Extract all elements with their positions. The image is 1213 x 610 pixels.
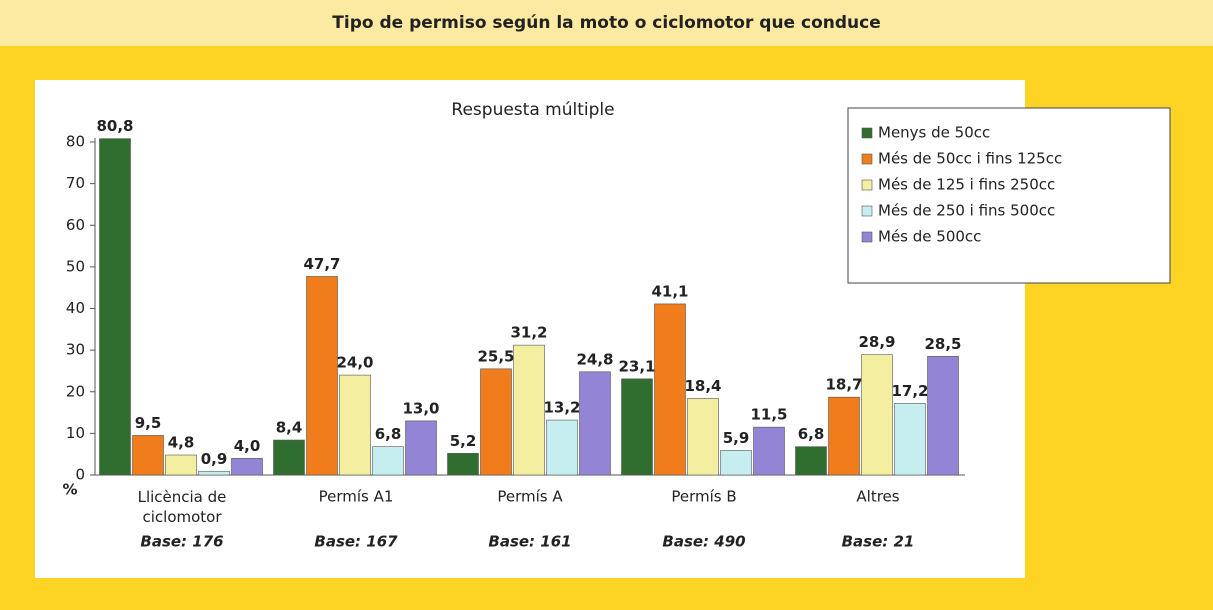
x-tick-label: Llicència de ciclomotor bbox=[138, 488, 227, 526]
y-tick-label: 80 bbox=[66, 133, 85, 151]
y-tick-label: 70 bbox=[66, 174, 85, 192]
bar bbox=[480, 368, 512, 476]
base-label: Base: 167 bbox=[314, 533, 398, 551]
data-label: 31,2 bbox=[510, 324, 547, 342]
bar bbox=[273, 439, 305, 476]
x-tick-label: Altres bbox=[856, 488, 899, 506]
bar bbox=[513, 344, 545, 476]
y-tick-label: 20 bbox=[66, 382, 85, 400]
chart-subtitle: Respuesta múltiple bbox=[451, 100, 614, 120]
y-tick-label: 0 bbox=[75, 466, 85, 484]
x-tick-label: Permís B bbox=[671, 488, 736, 506]
bar bbox=[894, 403, 926, 476]
data-label: 18,4 bbox=[684, 377, 721, 395]
data-label: 11,5 bbox=[750, 406, 787, 424]
data-label: 13,2 bbox=[543, 399, 580, 417]
base-label: Base: 161 bbox=[488, 533, 571, 551]
x-tick-label: Permís A1 bbox=[319, 488, 394, 506]
bar bbox=[795, 446, 827, 476]
data-label: 41,1 bbox=[651, 282, 688, 300]
base-label: Base: 21 bbox=[842, 533, 915, 551]
data-label: 4,0 bbox=[234, 437, 261, 455]
x-tick-label: Permís A bbox=[497, 488, 563, 506]
y-tick-label: 10 bbox=[66, 424, 85, 442]
data-label: 9,5 bbox=[135, 414, 162, 432]
legend-box bbox=[847, 107, 1171, 284]
data-label: 25,5 bbox=[477, 347, 514, 365]
header-title: Tipo de permiso según la moto o ciclomot… bbox=[0, 0, 1213, 46]
data-label: 80,8 bbox=[96, 117, 133, 135]
data-label: 28,5 bbox=[924, 335, 961, 353]
bar bbox=[372, 446, 404, 476]
data-label: 24,0 bbox=[336, 354, 373, 372]
bar bbox=[447, 453, 479, 476]
legend-label: Menys de 50cc bbox=[878, 124, 990, 142]
bar bbox=[621, 378, 653, 476]
data-label: 13,0 bbox=[402, 399, 439, 417]
bar bbox=[720, 450, 752, 476]
y-tick-label: 50 bbox=[66, 257, 85, 275]
bar bbox=[654, 303, 686, 476]
data-label: 6,8 bbox=[375, 425, 402, 443]
bar bbox=[927, 356, 959, 476]
bar bbox=[132, 435, 164, 476]
data-label: 8,4 bbox=[276, 419, 303, 437]
legend-swatch bbox=[861, 127, 873, 139]
base-label: Base: 490 bbox=[662, 533, 745, 551]
bar bbox=[339, 374, 371, 476]
data-label: 0,9 bbox=[201, 450, 228, 468]
y-tick-label: 60 bbox=[66, 216, 85, 234]
bar bbox=[753, 426, 785, 476]
bar bbox=[579, 371, 611, 476]
base-label: Base: 176 bbox=[140, 533, 223, 551]
bar bbox=[231, 458, 263, 476]
legend-label: Més de 125 i fins 250cc bbox=[878, 176, 1055, 194]
bar bbox=[165, 454, 197, 476]
bar bbox=[546, 419, 578, 476]
data-label: 28,9 bbox=[858, 333, 895, 351]
legend-swatch bbox=[861, 153, 873, 165]
y-tick-label: 30 bbox=[66, 341, 85, 359]
legend-label: Més de 250 i fins 500cc bbox=[878, 202, 1055, 220]
data-label: 4,8 bbox=[168, 434, 195, 452]
bar bbox=[405, 420, 437, 476]
data-label: 5,2 bbox=[450, 432, 477, 450]
legend-swatch bbox=[861, 179, 873, 191]
data-label: 47,7 bbox=[303, 255, 340, 273]
bar bbox=[99, 138, 131, 476]
legend-label: Més de 500cc bbox=[878, 228, 981, 246]
bar bbox=[306, 276, 338, 476]
legend-swatch bbox=[861, 205, 873, 217]
bar bbox=[861, 354, 893, 476]
data-label: 5,9 bbox=[723, 429, 750, 447]
data-label: 17,2 bbox=[891, 382, 928, 400]
y-axis-label: % bbox=[62, 481, 77, 499]
data-label: 24,8 bbox=[576, 350, 613, 368]
legend-label: Més de 50cc i fins 125cc bbox=[878, 150, 1062, 168]
data-label: 23,1 bbox=[618, 357, 655, 375]
bar bbox=[687, 398, 719, 476]
data-label: 18,7 bbox=[825, 376, 862, 394]
legend-swatch bbox=[861, 231, 873, 243]
y-tick-label: 40 bbox=[66, 299, 85, 317]
bar bbox=[828, 396, 860, 476]
bar bbox=[198, 470, 230, 476]
data-label: 6,8 bbox=[798, 425, 825, 443]
